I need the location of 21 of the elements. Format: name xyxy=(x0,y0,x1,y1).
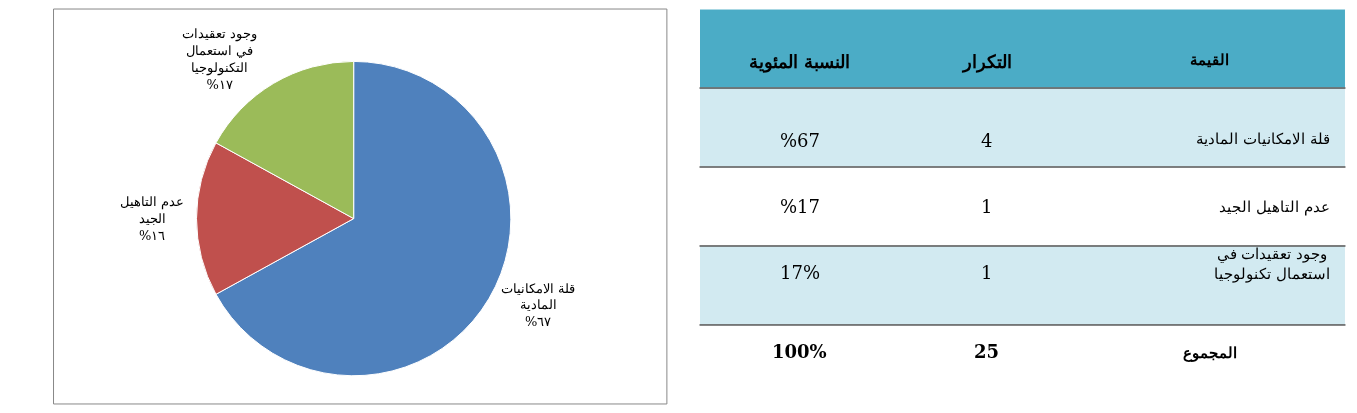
text: عدم التاهيل الجيد xyxy=(1219,198,1330,216)
text: 17% xyxy=(780,262,821,283)
text: القيمة xyxy=(1190,51,1229,69)
slice-label: وجود تعقيدات في استعمال التكنولوجيا xyxy=(182,26,258,76)
text: 25 xyxy=(974,341,1000,362)
text: التكرار xyxy=(961,51,1012,73)
text: النسبة المئوية xyxy=(749,51,851,73)
data-label: %١٧ xyxy=(206,76,233,92)
text: وجود تعقيدات في استعمال تكنولوجيا xyxy=(1214,245,1330,283)
text: قلة الامكانيات المادية xyxy=(1196,130,1330,148)
slice-label: عدم التاهيل الجيد xyxy=(120,194,185,227)
data-label: %٦٧ xyxy=(525,314,552,330)
text: 100% xyxy=(772,341,827,362)
text: المجموع xyxy=(1183,344,1237,362)
text: 4 xyxy=(981,130,993,151)
text: %67 xyxy=(780,130,821,151)
text: %17 xyxy=(780,196,821,217)
text: 1 xyxy=(981,262,993,283)
slice-label: قلة الامكانيات المادية xyxy=(501,280,576,313)
text: 1 xyxy=(981,196,993,217)
data-label: %١٦ xyxy=(139,227,166,243)
